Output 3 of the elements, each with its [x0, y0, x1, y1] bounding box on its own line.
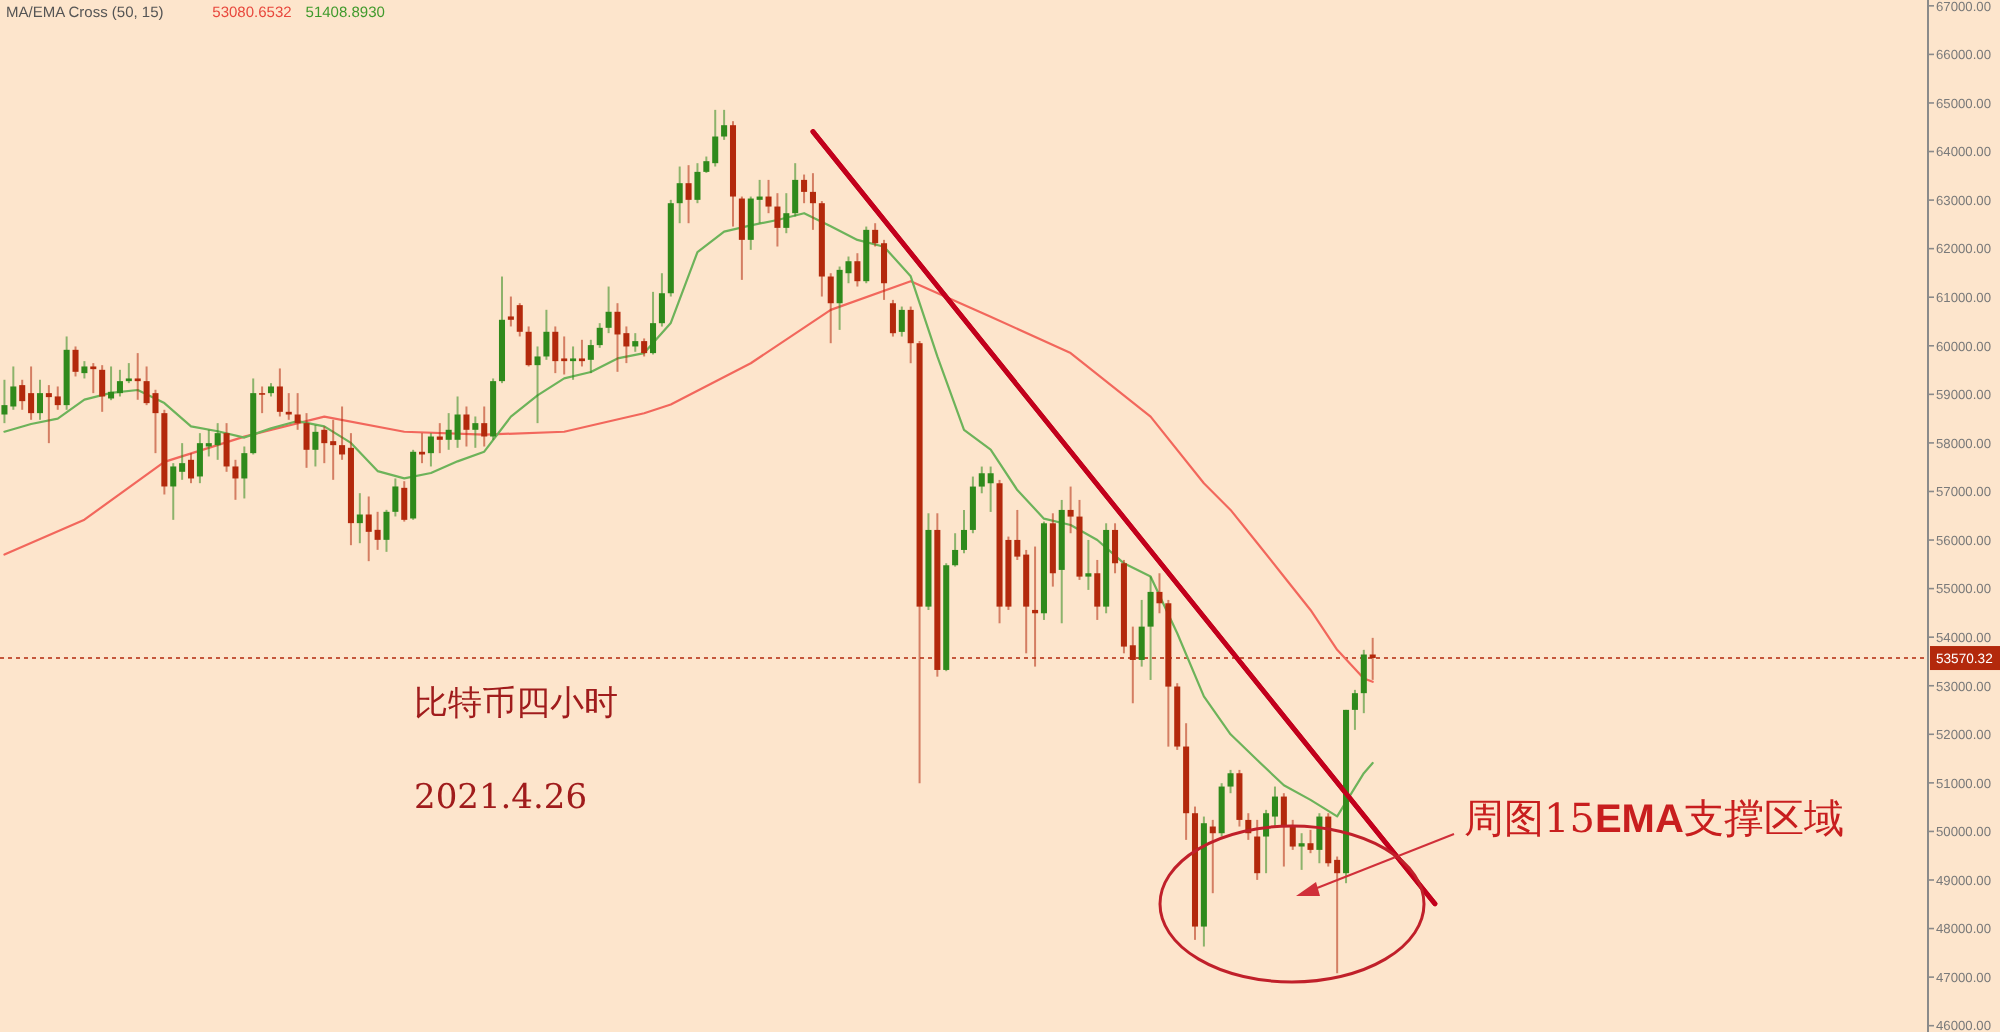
annotation: 比特币四小时: [414, 684, 618, 724]
annotation: 2021.4.26: [414, 778, 588, 818]
annotation: 周图15EMA支撑区域: [1464, 794, 1844, 842]
